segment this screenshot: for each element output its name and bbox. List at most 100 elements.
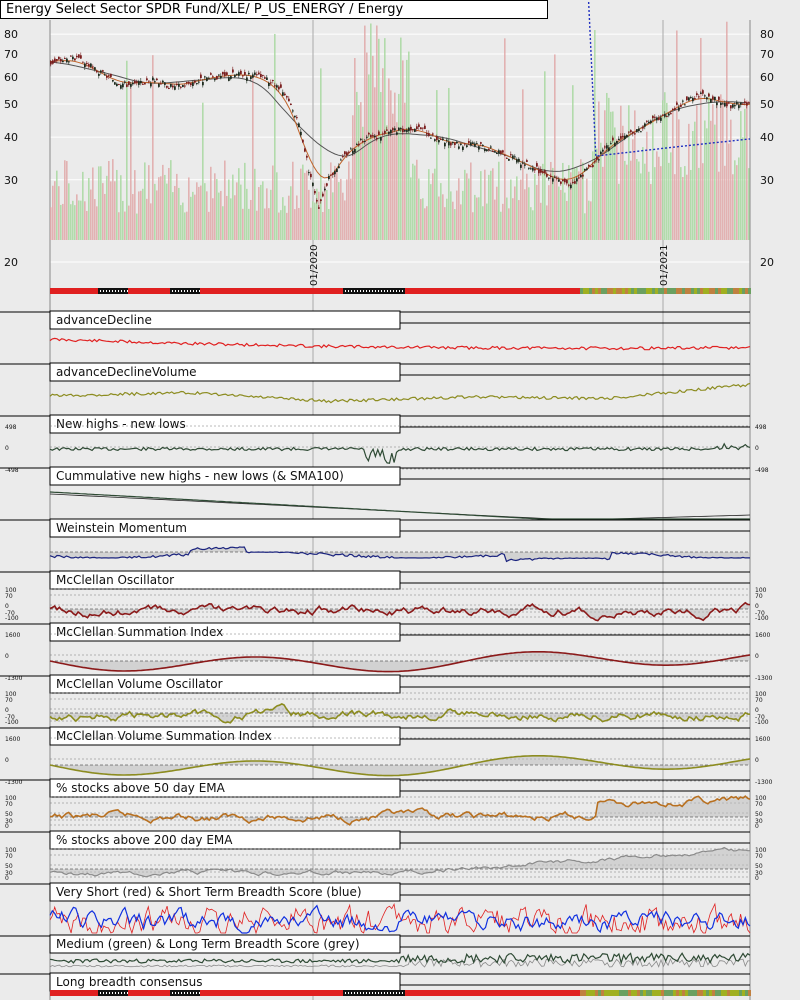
volume-bar (222, 206, 224, 240)
volume-bar (478, 197, 480, 240)
candle (372, 135, 374, 137)
volume-bar (306, 170, 308, 240)
volume-bar (500, 211, 502, 240)
volume-bar (502, 203, 504, 240)
panel-series-line (49, 846, 750, 878)
consensus-strip-tick (384, 992, 385, 994)
consensus-strip-tick (103, 992, 104, 994)
volume-bar (488, 174, 490, 240)
volume-bar (382, 68, 384, 240)
status-strip-cell (646, 288, 649, 294)
volume-bar (642, 147, 644, 240)
candle (126, 84, 128, 87)
consensus-strip-tick (348, 992, 349, 994)
panel-series-line (49, 546, 751, 563)
candle (642, 126, 644, 129)
status-strip-tick (363, 290, 364, 292)
volume-bar (346, 179, 348, 240)
candle (82, 61, 84, 63)
volume-bar (58, 186, 60, 240)
status-strip-tick (354, 290, 355, 292)
candle (402, 128, 404, 133)
volume-bar (374, 87, 376, 241)
candle (204, 76, 206, 78)
candle (272, 80, 274, 82)
candle (690, 97, 692, 99)
consensus-strip-cell (727, 990, 730, 996)
candle (584, 168, 586, 171)
status-strip-tick (384, 290, 385, 292)
candle (668, 113, 670, 116)
candle (54, 58, 56, 62)
consensus-strip-tick (112, 992, 113, 994)
status-strip-cell (709, 288, 712, 294)
candle (248, 72, 250, 75)
candle (296, 117, 298, 119)
candle (142, 83, 144, 85)
volume-bar (302, 164, 304, 240)
volume-bar (622, 125, 624, 240)
consensus-strip-cell (580, 990, 583, 996)
panel-axis-right: -70 (755, 610, 765, 617)
volume-bar (544, 71, 546, 241)
candle (404, 130, 406, 132)
candle (464, 143, 466, 145)
volume-bar (368, 74, 370, 240)
candle (654, 116, 656, 118)
candle (282, 92, 284, 96)
consensus-strip-cell (631, 990, 634, 996)
volume-bar (402, 60, 404, 240)
candle (194, 80, 196, 83)
consensus-strip-tick (375, 992, 376, 994)
status-strip-tick (190, 290, 191, 292)
volume-bar (566, 200, 568, 240)
candle (644, 123, 646, 127)
volume-bar (492, 168, 494, 240)
consensus-strip-cell (625, 990, 628, 996)
candle (492, 150, 494, 152)
candle (98, 73, 100, 76)
candle (634, 133, 636, 135)
status-strip-tick (351, 290, 352, 292)
consensus-strip-tick (351, 992, 352, 994)
volume-bar (444, 207, 446, 240)
volume-bar (370, 23, 372, 241)
panel-label: % stocks above 50 day EMA (56, 781, 226, 795)
candle (192, 82, 194, 86)
status-strip-tick (402, 290, 403, 292)
candle (58, 56, 60, 60)
status-strip-cell (730, 288, 733, 294)
consensus-strip-cell (730, 990, 733, 996)
candle (130, 83, 132, 87)
volume-bar (364, 25, 366, 241)
candle (632, 131, 634, 134)
candle (714, 96, 716, 101)
candle (246, 77, 248, 81)
status-strip-tick (115, 290, 116, 292)
panel-axis-right: 0 (755, 875, 759, 882)
consensus-strip-tick (196, 992, 197, 994)
candle (510, 154, 512, 156)
volume-bar (464, 169, 466, 240)
volume-bar (334, 165, 336, 240)
volume-bar (588, 200, 590, 240)
volume-bar (704, 120, 706, 240)
volume-bar (656, 151, 658, 240)
volume-bar (684, 166, 686, 240)
volume-bar (70, 204, 72, 240)
volume-bar (648, 171, 650, 240)
volume-bar (698, 167, 700, 240)
volume-bar (188, 177, 190, 240)
candle (568, 184, 570, 186)
volume-bar (320, 68, 322, 241)
candle (108, 75, 110, 77)
panel-axis-right: 100 (755, 847, 767, 854)
candle (302, 139, 304, 143)
volume-bar (422, 198, 424, 240)
candle (56, 59, 58, 61)
status-strip-cell (628, 288, 631, 294)
volume-bar (130, 83, 132, 240)
candle (498, 150, 500, 154)
consensus-strip-cell (643, 990, 646, 996)
candle (636, 129, 638, 133)
